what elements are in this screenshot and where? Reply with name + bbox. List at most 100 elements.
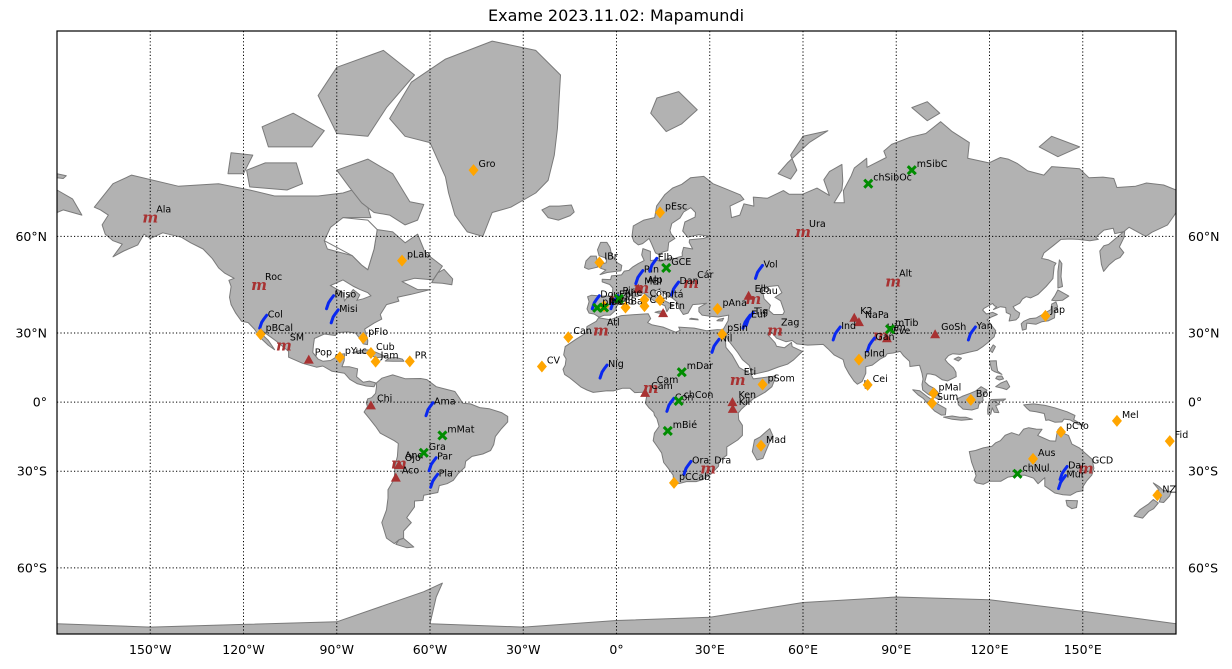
marker-region[interactable]: Jam — [370, 351, 399, 368]
marker-region[interactable]: pCCab — [669, 472, 710, 489]
marker-peak[interactable]: MBl — [633, 277, 662, 293]
region-diamond — [669, 476, 680, 489]
marker-river[interactable]: Con — [665, 392, 693, 413]
marker-river[interactable]: Níg — [598, 359, 624, 380]
marker-plain[interactable]: Ane — [613, 288, 643, 304]
marker-range[interactable]: mSM — [276, 332, 304, 354]
marker-region[interactable]: pFlo — [358, 327, 388, 344]
marker-river[interactable]: Yan — [966, 321, 993, 342]
marker-plain[interactable]: chCon — [673, 390, 714, 407]
marker-plain[interactable]: Gra — [418, 442, 446, 458]
marker-region[interactable]: pSom — [757, 373, 795, 391]
marker-river[interactable]: Gan — [865, 332, 895, 353]
marker-river[interactable]: Euf — [741, 309, 767, 330]
marker-river[interactable]: Ind — [831, 321, 856, 342]
mountain-range-glyph: m — [730, 371, 746, 389]
marker-label: mTib — [895, 318, 918, 329]
marker-region[interactable]: Cub — [365, 342, 395, 360]
marker-region[interactable]: Bor — [965, 389, 992, 406]
marker-label: Sum — [937, 392, 958, 403]
marker-river[interactable]: Pla — [429, 468, 453, 489]
marker-peak[interactable]: NaPa — [853, 310, 889, 327]
marker-region[interactable]: Aus — [1028, 448, 1056, 465]
marker-region[interactable]: pLab — [397, 250, 430, 267]
x-tick-label: 60°W — [413, 642, 448, 657]
marker-label: NaPa — [865, 310, 889, 321]
marker-region[interactable]: pBCal — [255, 323, 293, 341]
marker-region[interactable]: Bal — [620, 297, 646, 314]
marker-river[interactable]: Misi — [329, 304, 358, 325]
marker-peak[interactable]: Chi — [365, 393, 392, 410]
marker-region[interactable]: pInd — [853, 349, 885, 366]
marker-peak[interactable]: Etn — [658, 301, 685, 318]
marker-river[interactable]: Col — [258, 309, 283, 330]
marker-river[interactable]: Par — [427, 452, 452, 473]
marker-plain[interactable]: mMat — [437, 424, 475, 441]
marker-plain[interactable]: chSibOc — [863, 173, 912, 189]
marker-plain[interactable]: mTib — [884, 318, 918, 335]
marker-peak[interactable]: Ojo — [393, 453, 421, 469]
marker-region[interactable]: PR — [404, 350, 428, 368]
marker-river[interactable]: Dar — [1058, 460, 1085, 481]
marker-plain[interactable]: GCE — [661, 257, 691, 273]
region-diamond — [397, 254, 408, 267]
marker-region[interactable]: pSin — [717, 323, 748, 341]
marker-plain[interactable]: mBié — [662, 420, 697, 436]
marker-region[interactable]: pAna — [712, 298, 747, 315]
marker-label: PR — [415, 350, 428, 361]
marker-peak[interactable]: Ken — [727, 390, 756, 407]
marker-plain[interactable]: mDar — [676, 361, 713, 378]
marker-peak[interactable]: Cam — [640, 381, 673, 397]
marker-region[interactable]: pYuc — [334, 346, 367, 364]
marker-river[interactable]: Vol — [753, 259, 778, 280]
marker-region[interactable]: Mad — [756, 435, 786, 452]
marker-plain[interactable]: chNul — [1012, 463, 1049, 479]
marker-peak[interactable]: K2 — [849, 306, 873, 322]
marker-river[interactable]: Ama — [424, 397, 456, 418]
marker-plain[interactable]: mSibC — [906, 159, 948, 176]
marker-region[interactable]: pItá — [655, 289, 683, 307]
landmass-ireland — [584, 255, 598, 270]
marker-region[interactable]: pCYo — [1055, 421, 1089, 439]
marker-peak[interactable]: Kil — [727, 397, 751, 413]
marker-peak[interactable]: GoSh — [930, 322, 966, 339]
marker-region[interactable]: Jap — [1040, 305, 1065, 322]
marker-region[interactable]: pMal — [928, 382, 962, 400]
marker-peak[interactable]: Eve — [881, 326, 911, 343]
marker-plain[interactable]: pIbe — [592, 297, 623, 313]
marker-peak[interactable]: Aco — [390, 466, 420, 482]
marker-peak[interactable]: Pop — [303, 348, 332, 364]
marker-river[interactable]: Ora — [682, 455, 709, 476]
marker-region[interactable]: Cór — [639, 289, 666, 306]
marker-peak[interactable]: Elb — [743, 284, 770, 300]
marker-river[interactable]: Nil — [710, 333, 732, 354]
peak-triangle — [743, 290, 754, 300]
marker-river[interactable]: Miso — [325, 290, 357, 311]
marker-region[interactable]: Gro — [468, 159, 496, 177]
marker-region[interactable]: Can — [563, 326, 592, 344]
marker-region[interactable]: Sum — [926, 392, 958, 410]
marker-label: Ebr — [619, 290, 635, 301]
marker-region[interactable]: pEsc — [655, 202, 687, 219]
marker-river[interactable]: Dan — [670, 276, 699, 297]
marker-river[interactable]: Elb — [648, 252, 673, 273]
marker-region[interactable]: IBr — [594, 251, 618, 269]
marker-region[interactable]: NZ — [1152, 484, 1176, 502]
marker-region[interactable]: Fid — [1164, 430, 1188, 448]
marker-region[interactable]: Cei — [862, 374, 888, 391]
marker-region[interactable]: CV — [536, 355, 561, 373]
marker-river[interactable]: Mur — [1057, 470, 1085, 491]
marker-region[interactable]: Mel — [1111, 410, 1139, 427]
